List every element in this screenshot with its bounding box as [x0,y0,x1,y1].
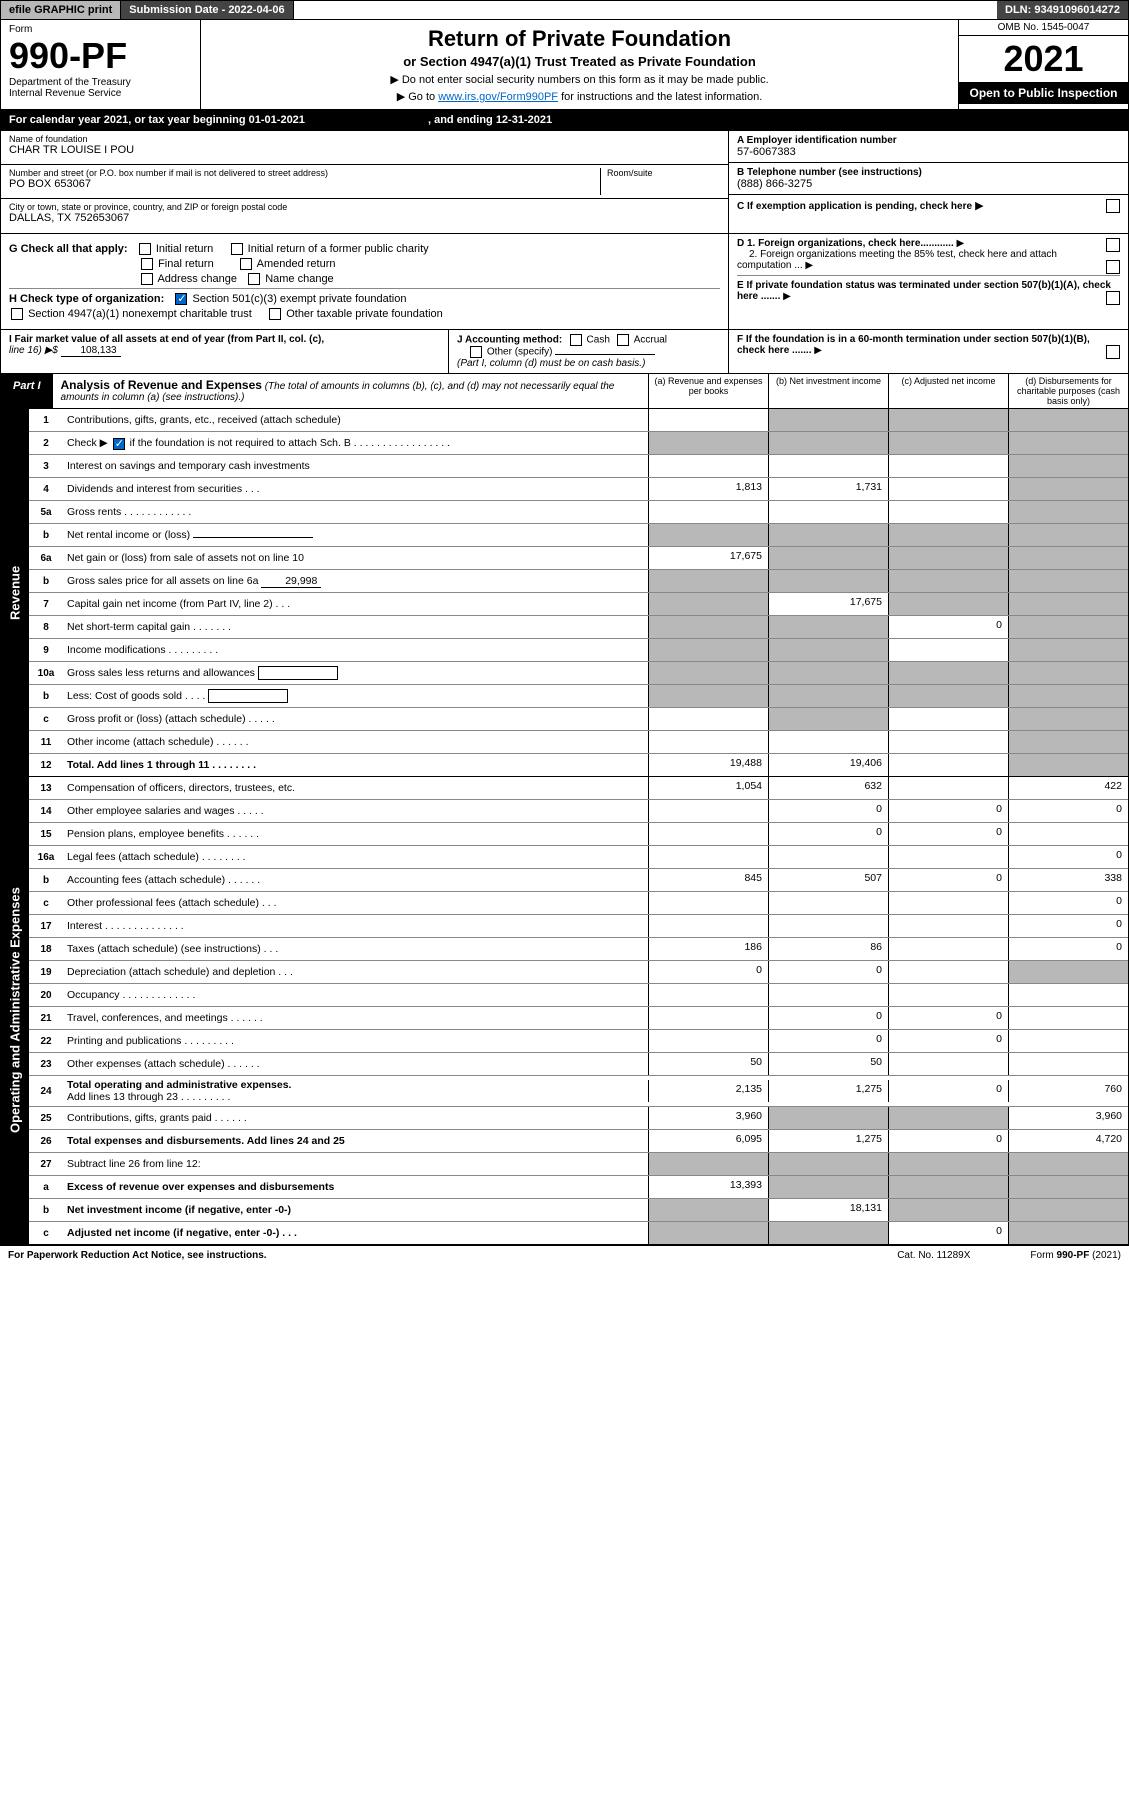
g-label: G Check all that apply: [9,243,128,255]
d1-label: D 1. Foreign organizations, check here..… [737,238,954,249]
tax-year: 2021 [959,36,1128,82]
footer-mid: Cat. No. 11289X [897,1250,970,1261]
part1-header: Part I Analysis of Revenue and Expenses … [0,374,1129,409]
f-label: F If the foundation is in a 60-month ter… [737,334,1090,356]
phone-label: B Telephone number (see instructions) [737,167,1120,178]
form-title: Return of Private Foundation [207,26,952,52]
note-ssn: ▶ Do not enter social security numbers o… [207,73,952,86]
col-c-head: (c) Adjusted net income [888,374,1008,408]
f-checkbox[interactable] [1106,345,1120,359]
foundation-info: Name of foundation CHAR TR LOUISE I POU … [0,131,1129,234]
submission-date: Submission Date - 2022-04-06 [121,1,293,19]
name-label: Name of foundation [9,134,720,144]
revenue-side-label: Revenue [1,409,29,776]
d2-label: 2. Foreign organizations meeting the 85%… [737,249,1057,271]
chk-addr[interactable] [141,273,153,285]
omb-number: OMB No. 1545-0047 [959,20,1128,36]
col-d-head: (d) Disbursements for charitable purpose… [1008,374,1128,408]
foundation-address: PO BOX 653067 [9,178,600,190]
exemption-checkbox[interactable] [1106,199,1120,213]
chk-501c3[interactable] [175,293,187,305]
irs-link[interactable]: www.irs.gov/Form990PF [438,91,558,103]
chk-amended[interactable] [240,258,252,270]
page-footer: For Paperwork Reduction Act Notice, see … [0,1245,1129,1265]
foundation-city: DALLAS, TX 752653067 [9,212,720,224]
e-label: E If private foundation status was termi… [737,280,1111,302]
form-number: 990-PF [9,35,192,77]
chk-4947[interactable] [11,308,23,320]
foundation-name: CHAR TR LOUISE I POU [9,144,720,156]
fmv-value: 108,133 [61,345,121,357]
addr-label: Number and street (or P.O. box number if… [9,168,600,178]
col-a-head: (a) Revenue and expenses per books [648,374,768,408]
col-b-head: (b) Net investment income [768,374,888,408]
part1-badge: Part I [1,374,53,408]
exemption-label: C If exemption application is pending, c… [737,201,972,212]
note-link: ▶ Go to www.irs.gov/Form990PF for instru… [207,90,952,103]
form-subtitle: or Section 4947(a)(1) Trust Treated as P… [207,54,952,69]
chk-schb[interactable] [113,438,125,450]
d2-checkbox[interactable] [1106,260,1120,274]
open-public: Open to Public Inspection [959,82,1128,104]
top-bar: efile GRAPHIC print Submission Date - 20… [0,0,1129,20]
part1-title: Analysis of Revenue and Expenses [61,378,262,392]
dln: DLN: 93491096014272 [997,1,1128,19]
cal-year-row: For calendar year 2021, or tax year begi… [0,110,1129,131]
phone-value: (888) 866-3275 [737,178,1120,190]
footer-left: For Paperwork Reduction Act Notice, see … [8,1250,897,1261]
d1-checkbox[interactable] [1106,238,1120,252]
e-checkbox[interactable] [1106,291,1120,305]
revenue-section: Revenue 1Contributions, gifts, grants, e… [0,409,1129,777]
checks-section: G Check all that apply: Initial return I… [0,234,1129,330]
footer-right: Form Form 990-PF (2021)990-PF (2021) [1030,1250,1121,1261]
chk-other-taxable[interactable] [269,308,281,320]
j-note: (Part I, column (d) must be on cash basi… [457,358,645,369]
dept-label: Department of the Treasury [9,77,192,88]
city-label: City or town, state or province, country… [9,202,720,212]
j-label: J Accounting method: [457,335,562,346]
efile-print-button[interactable]: efile GRAPHIC print [1,1,121,19]
cal-year-end: , and ending 12-31-2021 [428,114,552,126]
irs-label: Internal Revenue Service [9,88,192,99]
chk-other-method[interactable] [470,346,482,358]
room-label: Room/suite [607,168,720,178]
chk-final[interactable] [141,258,153,270]
fmv-row: I Fair market value of all assets at end… [0,330,1129,374]
i-line: line 16) ▶$ [9,345,58,356]
form-label: Form [9,24,192,35]
chk-initial[interactable] [139,243,151,255]
cal-year-begin: For calendar year 2021, or tax year begi… [9,114,305,126]
form-header: Form 990-PF Department of the Treasury I… [0,20,1129,110]
chk-cash[interactable] [570,334,582,346]
i-label: I Fair market value of all assets at end… [9,334,324,345]
chk-name[interactable] [248,273,260,285]
expenses-section: Operating and Administrative Expenses 13… [0,777,1129,1245]
chk-initial-former[interactable] [231,243,243,255]
ein-label: A Employer identification number [737,135,1120,146]
expenses-side-label: Operating and Administrative Expenses [1,777,29,1244]
h-label: H Check type of organization: [9,293,164,305]
ein-value: 57-6067383 [737,146,1120,158]
chk-accrual[interactable] [617,334,629,346]
